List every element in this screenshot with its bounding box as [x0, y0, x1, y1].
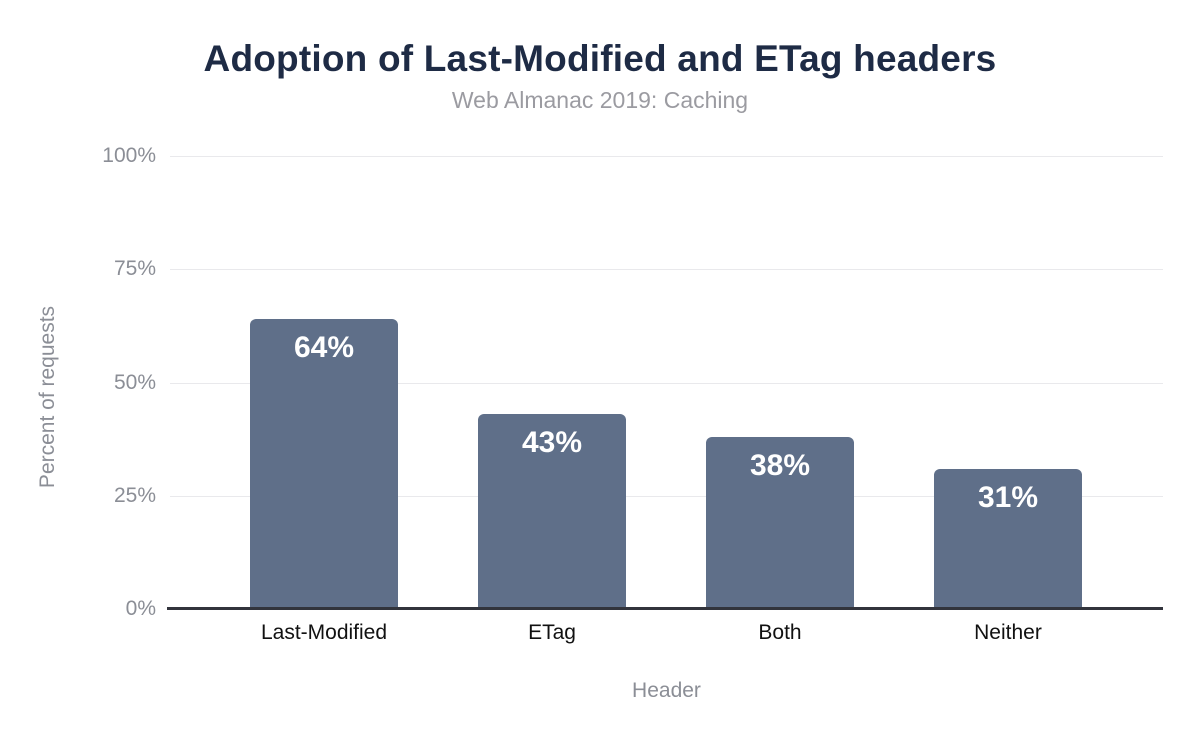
gridline — [170, 495, 1163, 497]
bar-etag: 43% — [478, 414, 626, 609]
bar-value-label: 43% — [521, 426, 583, 460]
y-tick-label: 0% — [125, 597, 156, 620]
gridline — [170, 156, 1163, 157]
gridline — [170, 382, 1163, 384]
bar-both: 38% — [706, 436, 854, 609]
y-tick-label: 75% — [113, 257, 156, 281]
bar-neither: 31% — [934, 468, 1082, 609]
x-axis-title: Header — [632, 679, 701, 702]
x-tick-label: Neither — [974, 621, 1042, 644]
x-tick-label: Both — [758, 621, 802, 644]
chart-title: Adoption of Last-Modified and ETag heade… — [203, 38, 997, 79]
chart-subtitle: Web Almanac 2019: Caching — [451, 87, 749, 113]
bar-value-label: 64% — [293, 331, 355, 365]
bar-value-label: 38% — [749, 448, 811, 482]
y-tick-label: 25% — [113, 483, 156, 507]
x-tick-label: ETag — [528, 621, 576, 644]
plot-area: 64% 43% 38% 31% — [167, 156, 1163, 610]
x-axis-line — [167, 607, 1163, 610]
y-tick-label: 50% — [113, 370, 156, 394]
x-tick-label: Last-Modified — [260, 621, 388, 644]
gridline — [170, 269, 1163, 271]
bar-value-label: 31% — [977, 480, 1039, 514]
y-tick-label: 100% — [102, 144, 156, 167]
bar-last-modified: 64% — [250, 319, 398, 609]
